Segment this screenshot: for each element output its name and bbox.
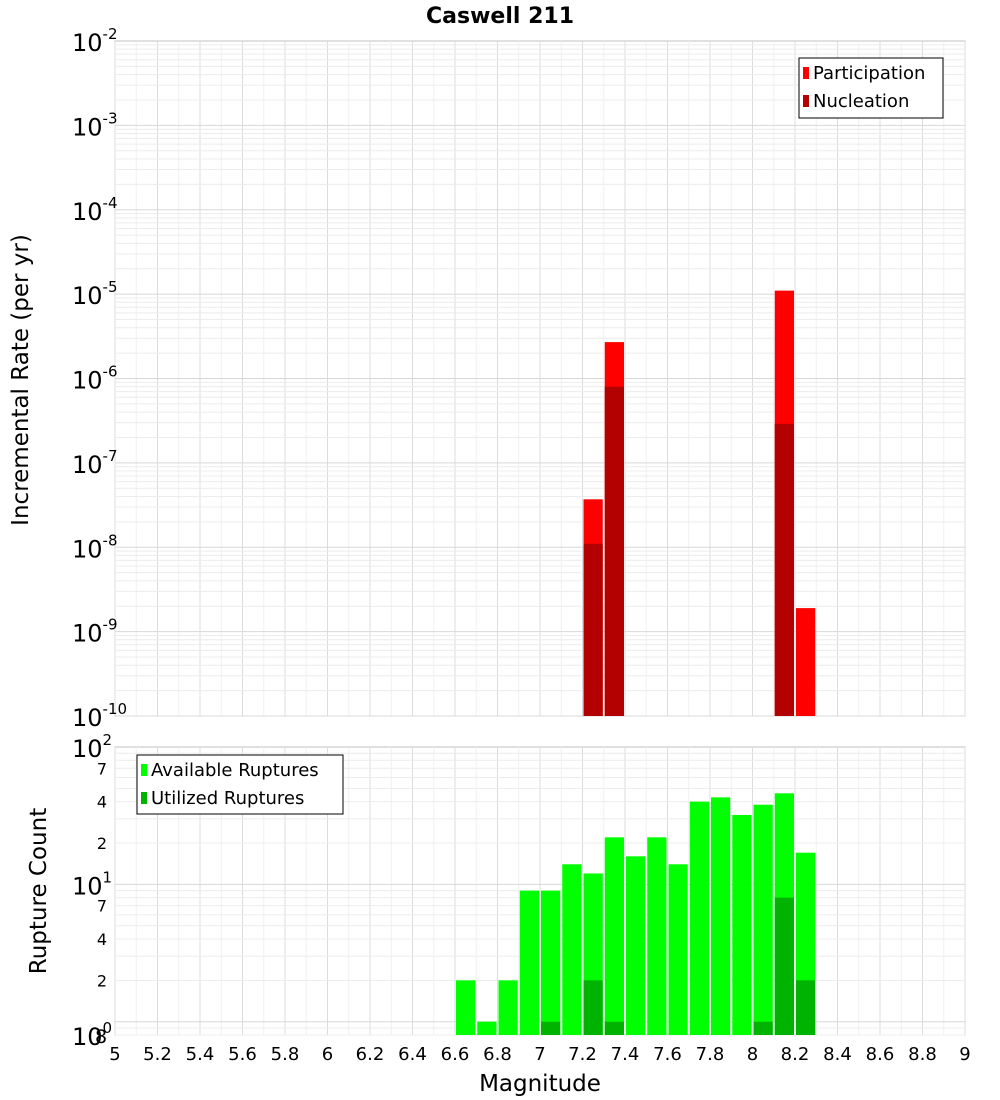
count-bar [583,980,603,1035]
rate-legend-box [798,57,944,119]
x-tick-label: 8 [747,1044,758,1065]
x-tick-label: 6.6 [441,1044,470,1065]
count-bars [456,793,816,1035]
rate-bar [583,543,603,716]
rate-y-tick-label: 10-2 [72,25,118,57]
x-tick-label: 5.8 [271,1044,300,1065]
count-legend-box [136,754,344,815]
count-bar [541,1021,561,1035]
count-bar [796,980,816,1035]
rate-bars [583,290,816,716]
rate-bar [774,423,794,716]
count-y-tick-label: 101 [72,868,112,900]
participation-legend-swatch [803,67,809,79]
x-tick-label: 9 [959,1044,970,1065]
count-bar [456,980,476,1035]
x-tick-label: 5 [109,1044,120,1065]
available-legend-swatch [141,764,147,776]
count-bar [753,804,773,1035]
count-bar [541,890,561,1035]
rate-y-tick-label: 10-3 [72,109,118,141]
count-bar [711,797,731,1035]
count-bar [647,837,667,1035]
count-legend: Available Ruptures Utilized Ruptures [136,754,344,815]
rate-y-tick-label: 10-10 [72,700,127,732]
rate-y-tick-label: 10-6 [72,363,118,395]
nucleation-legend-swatch [803,95,809,107]
count-y-tick-label-suffix: 8 [95,1026,107,1048]
x-tick-label: 5.2 [143,1044,172,1065]
count-grid [114,747,966,1036]
count-bar [477,1021,497,1035]
x-tick-label: 8.6 [866,1044,895,1065]
rate-y-tick-label: 10-8 [72,531,118,563]
rate-y-tick-label: 10-4 [72,194,118,226]
x-tick-label: 5.6 [228,1044,257,1065]
rate-y-axis-label: Incremental Rate (per yr) [8,234,34,526]
count-bar [498,980,518,1035]
count-bar [604,837,624,1035]
nucleation-legend-label: Nucleation [813,91,909,112]
x-tick-label: 6.8 [483,1044,512,1065]
rate-bar [604,386,624,716]
x-tick-label: 7.4 [611,1044,640,1065]
count-bar [732,814,752,1035]
count-bar [689,801,709,1035]
count-y-tick-label: 2 [97,834,107,853]
x-tick-label: 6.2 [356,1044,385,1065]
utilized-legend-swatch [141,792,147,804]
x-tick-label: 8.4 [823,1044,852,1065]
rate-y-tick-labels: 10-10 10-9 10-8 10-7 10-6 10-5 10-4 10-3 10-2 [72,25,127,732]
x-tick-label: 5.4 [186,1044,215,1065]
rate-y-tick-label: 10-5 [72,278,118,310]
count-bar [519,890,539,1035]
count-bar [753,1021,773,1035]
x-tick-label: 8.2 [781,1044,810,1065]
count-y-tick-label: 4 [97,793,107,812]
x-tick-label: 6 [322,1044,333,1065]
x-tick-label: 6.4 [398,1044,427,1065]
count-y-tick-label: 2 [97,971,107,990]
chart-title: Caswell 211 [426,4,574,29]
x-tick-label: 8.8 [908,1044,937,1065]
available-legend-label: Available Ruptures [151,760,319,781]
x-tick-label: 7.6 [653,1044,682,1065]
count-y-tick-label: 7 [97,759,107,778]
count-y-axis-label: Rupture Count [26,808,52,974]
count-y-tick-label: 100 [72,1019,112,1051]
participation-legend-label: Participation [813,63,925,84]
rate-y-tick-label: 10-7 [72,447,118,479]
x-tick-label: 7 [534,1044,545,1065]
utilized-legend-label: Utilized Ruptures [151,788,304,809]
rate-bar [796,608,816,716]
magnitude-x-tick-labels: 5 5.2 5.4 5.6 5.8 6 6.2 6.4 6.6 6.8 7 7.2 7.4 7.6 7.8 8… [109,1044,970,1065]
x-tick-label: 7.2 [568,1044,597,1065]
count-y-tick-label: 4 [97,930,107,949]
x-tick-label: 7.8 [696,1044,725,1065]
count-bar [604,1021,624,1035]
rate-grid [114,41,966,717]
rate-panel: 10-10 10-9 10-8 10-7 10-6 10-5 10-4 10-3 10-2 In… [8,25,966,732]
rate-legend: Participation Nucleation [798,57,944,119]
x-axis-label: Magnitude [479,1071,601,1097]
count-bar [562,864,582,1035]
count-y-tick-label: 102 [72,731,112,763]
count-bar [626,856,646,1035]
count-bar [774,897,794,1035]
rate-y-tick-label: 10-9 [72,616,118,648]
count-y-tick-label: 7 [97,897,107,916]
count-bar [668,864,688,1035]
